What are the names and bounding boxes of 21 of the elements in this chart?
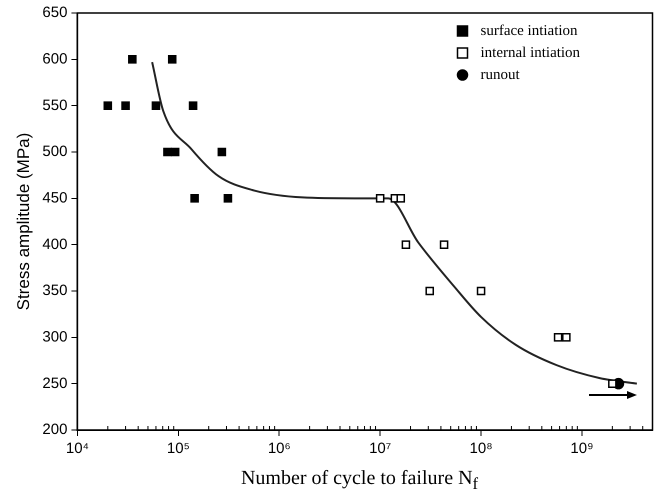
x-tick-label: 10⁷	[369, 440, 392, 458]
y-tick-label: 300	[42, 328, 68, 346]
y-tick-label: 600	[42, 50, 68, 68]
x-tick-label: 10⁹	[570, 440, 594, 458]
y-axis-title: Stress amplitude (MPa)	[14, 132, 33, 310]
legend-label: internal intiation	[480, 44, 581, 61]
y-tick-label: 500	[42, 143, 68, 160]
y-tick-label: 450	[42, 189, 68, 206]
legend-label: runout	[480, 66, 520, 83]
y-tick-label: 250	[42, 374, 68, 392]
y-tick-label: 350	[42, 282, 68, 300]
x-tick-label: 10⁴	[66, 440, 89, 458]
x-tick-label: 10⁶	[268, 440, 291, 458]
y-tick-label: 650	[42, 4, 68, 22]
y-tick-label: 400	[42, 236, 68, 253]
legend-label: surface intiation	[480, 22, 578, 39]
x-tick-label: 10⁸	[470, 440, 493, 458]
x-tick-label: 10⁵	[166, 440, 190, 458]
y-tick-label: 550	[42, 96, 68, 114]
x-axis-title: Number of cycle to failure N$_{f}$	[240, 467, 480, 494]
y-tick-label: 200	[42, 421, 68, 438]
